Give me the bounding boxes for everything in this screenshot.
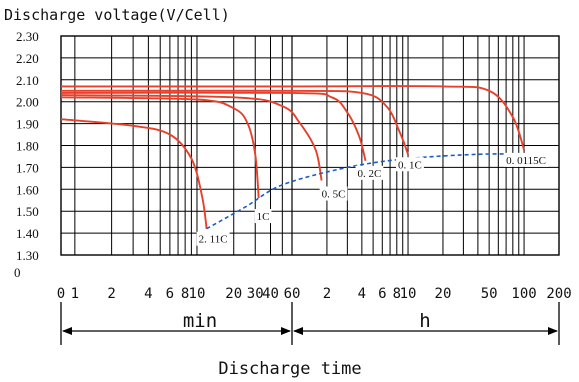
series-line (60, 96, 260, 199)
y-tick-label: 2.20 (16, 51, 39, 66)
grid (60, 35, 560, 256)
x-tick-label: 60 (284, 286, 301, 302)
series-label: 0. 1C (398, 159, 422, 171)
y-tick-label: 1.40 (16, 226, 39, 241)
series-line (60, 85, 526, 151)
series-line (60, 91, 367, 162)
y-tick-label: 1.50 (16, 204, 39, 219)
x-tick-label: 20 (225, 286, 242, 302)
x-tick-label: 4 (358, 286, 366, 302)
x-tick-label: 50 (481, 286, 498, 302)
x-tick-label: 8 (393, 286, 401, 302)
x-tick-label: 2 (107, 286, 115, 302)
x-axis-title: Discharge time (218, 359, 361, 379)
curves (60, 85, 526, 229)
series-label: 1C (257, 211, 270, 223)
x-tick-label: 6 (166, 286, 174, 302)
x-tick-label: 10 (400, 286, 417, 302)
x-tick-label: 0 (57, 286, 65, 302)
series-labels: 2. 11C 1C 0. 5C 0. 2C 0. 1C 0. 0115C (196, 152, 549, 246)
y-axis-title: Discharge voltage(V/Cell) (4, 6, 230, 24)
y-tick-label: 1.70 (16, 160, 39, 175)
x-tick-label: 40 (262, 286, 279, 302)
x-tick-label: 200 (546, 286, 571, 302)
y-tick-label: 1.90 (16, 117, 39, 132)
cutoff-line (206, 153, 525, 230)
series-line (60, 89, 409, 155)
x-tick-label: 10 (189, 286, 206, 302)
x-tick-label: 6 (378, 286, 386, 302)
x-tick-label: 100 (511, 286, 536, 302)
series-label: 2. 11C (199, 234, 228, 246)
y-tick-label: 2.30 (16, 29, 39, 44)
x-tick-label: 4 (144, 286, 152, 302)
series-line (60, 118, 208, 229)
x-unit-bracket (60, 302, 560, 345)
x-tick-label: 2 (323, 286, 331, 302)
y-tick-label: 1.30 (16, 248, 39, 263)
y-tick-label: 2.10 (16, 73, 39, 88)
series-line (60, 94, 323, 181)
series-label: 0. 2C (358, 168, 382, 180)
cutoff-curve (206, 153, 525, 230)
x-tick-label: 20 (435, 286, 452, 302)
series-label: 0. 5C (322, 189, 346, 201)
unit-min-label: min (183, 310, 217, 332)
series-label: 0. 0115C (506, 155, 546, 167)
y-tick-label: 1.60 (16, 182, 39, 197)
y-tick-label: 1.80 (16, 139, 39, 154)
y-zero-label: 0 (14, 265, 21, 280)
y-tick-label: 2.00 (16, 95, 39, 110)
unit-h-label: h (419, 310, 430, 332)
x-tick-label: 1 (71, 286, 79, 302)
x-tick-label: 30 (247, 286, 264, 302)
y-tick-labels: 2.30 2.20 2.10 2.00 1.90 1.80 1.70 1.60 1.50 1.40… (16, 29, 39, 263)
x-tick-label: 8 (181, 286, 189, 302)
